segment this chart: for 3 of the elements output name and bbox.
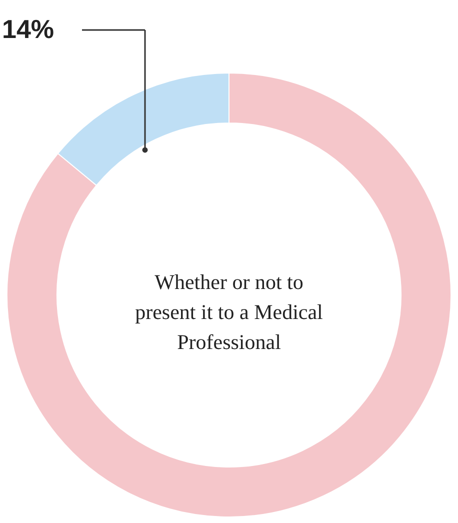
data-label: 14% (2, 14, 54, 44)
donut-slice (6, 72, 452, 518)
text: Whether or not to present it to a Medical Professional (135, 270, 324, 354)
